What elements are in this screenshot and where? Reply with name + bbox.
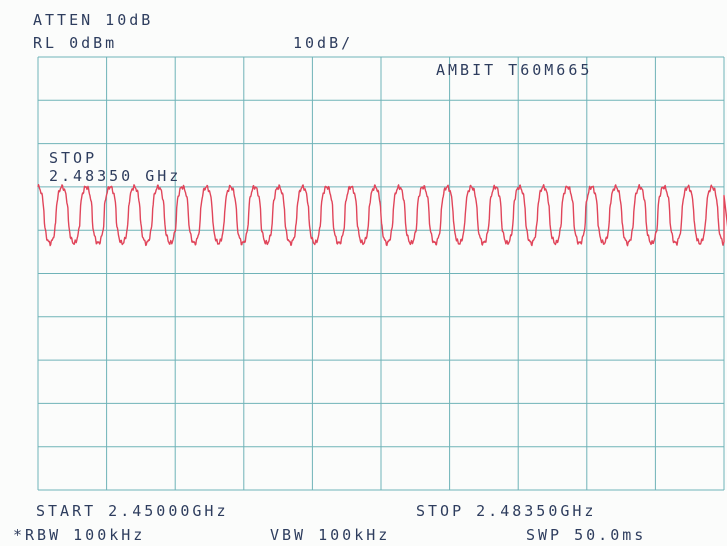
rbw-readout: *RBW 100kHz [13, 526, 146, 544]
scale-readout: 10dB/ [293, 34, 354, 52]
spectrum-trace [37, 184, 727, 247]
stop-frequency: STOP 2.48350GHz [416, 502, 597, 520]
start-frequency: START 2.45000GHz [36, 502, 229, 520]
model-readout: AMBIT T60M665 [436, 61, 593, 79]
marker-frequency: 2.48350 GHz [49, 167, 182, 185]
marker-label: STOP [49, 149, 98, 167]
graticule [37, 56, 725, 491]
trace-layer [37, 184, 727, 247]
vbw-readout: VBW 100kHz [270, 526, 391, 544]
ref-level-readout: RL 0dBm [33, 34, 118, 52]
atten-readout: ATTEN 10dB [33, 11, 154, 29]
sweep-time-readout: SWP 50.0ms [526, 526, 647, 544]
